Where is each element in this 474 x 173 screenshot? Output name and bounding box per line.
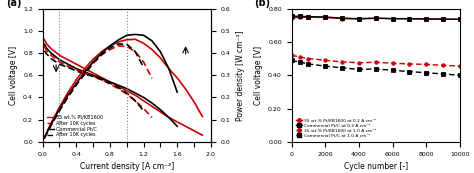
Text: (b): (b) [255,0,271,8]
Legend: 35 wt.% Pt/KB1600, After 10K cycles, Commercial Pt/C, After 10K cycles: 35 wt.% Pt/KB1600, After 10K cycles, Com… [45,113,105,139]
X-axis label: Current density [A cm⁻²]: Current density [A cm⁻²] [80,162,174,171]
Text: (a): (a) [6,0,21,8]
X-axis label: Cycle number [-]: Cycle number [-] [344,162,408,171]
Y-axis label: Cell voltage [V]: Cell voltage [V] [9,46,18,105]
Y-axis label: Cell voltage [V]: Cell voltage [V] [254,46,263,105]
Y-axis label: Power density [W cm⁻²]: Power density [W cm⁻²] [236,30,245,121]
Legend: 35 wt.% Pt/KB1600 at 0.2 A cm⁻², Commercial Pt/C at 0.2 A cm⁻², 35 wt.% Pt/KB160: 35 wt.% Pt/KB1600 at 0.2 A cm⁻², Commerc… [294,117,377,140]
